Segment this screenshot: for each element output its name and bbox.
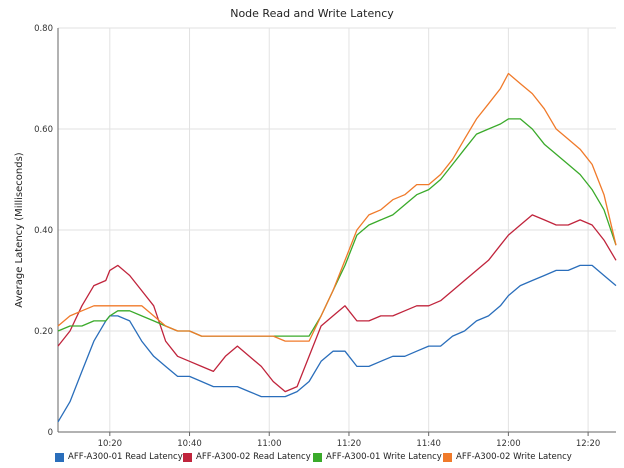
legend: AFF-A300-01 Read Latency AFF-A300-02 Read…	[55, 452, 624, 466]
legend-item-2: AFF-A300-02 Read Latency	[183, 452, 311, 462]
legend-label: AFF-A300-01 Read Latency	[68, 452, 183, 462]
legend-swatch	[443, 452, 452, 462]
x-tick-label: 12:20	[576, 439, 601, 449]
legend-swatch	[313, 452, 322, 462]
y-tick-label: 0.60	[34, 125, 53, 135]
y-tick-label: 0.20	[34, 327, 53, 337]
legend-swatch	[183, 452, 192, 462]
legend-label: AFF-A300-02 Write Latency	[456, 452, 572, 462]
legend-swatch	[55, 452, 64, 462]
tick-labels: 0 0.20 0.40 0.60 0.80 10:20 10:40 11:00 11:20 11:…	[34, 24, 600, 449]
y-tick-label: 0.40	[34, 226, 53, 236]
series-line-1	[57, 264, 617, 423]
y-axis-label: Average Latency (Milliseconds)	[14, 152, 25, 307]
x-tick-label: 10:20	[98, 439, 123, 449]
legend-item-1: AFF-A300-01 Read Latency	[55, 452, 183, 462]
series-line-2	[57, 214, 617, 393]
x-tick-label: 11:20	[337, 439, 362, 449]
series-line-3	[57, 118, 617, 337]
x-tick-label: 12:00	[496, 439, 521, 449]
x-tick-label: 11:40	[416, 439, 441, 449]
chart-title: Node Read and Write Latency	[230, 7, 394, 20]
grid-lines	[58, 27, 616, 432]
x-tick-label: 11:00	[257, 439, 282, 449]
x-tick-label: 10:40	[177, 439, 202, 449]
legend-item-4: AFF-A300-02 Write Latency	[443, 452, 572, 462]
series-line-4	[57, 72, 617, 342]
series-lines	[57, 72, 617, 423]
legend-label: AFF-A300-02 Read Latency	[196, 452, 311, 462]
y-tick-label: 0.80	[34, 24, 53, 34]
axes	[57, 28, 616, 436]
legend-item-3: AFF-A300-01 Write Latency	[313, 452, 442, 462]
legend-label: AFF-A300-01 Write Latency	[326, 452, 442, 462]
y-tick-label: 0	[48, 428, 53, 438]
